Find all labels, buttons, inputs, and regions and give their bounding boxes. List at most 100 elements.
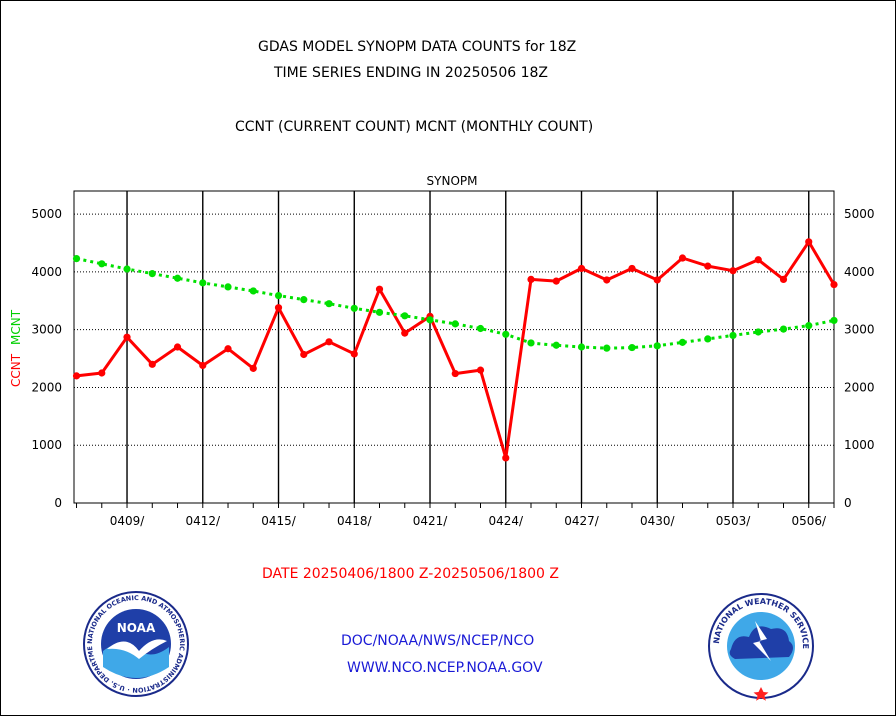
- ccnt-point: [729, 267, 737, 275]
- ccnt-point: [199, 361, 207, 370]
- chart-title-line1: GDAS MODEL SYNOPM DATA COUNTS for 18Z: [258, 39, 577, 55]
- mcnt-point: [350, 304, 358, 312]
- y-axis-label-mcnt: MCNT: [9, 309, 23, 345]
- doc-noaa-link[interactable]: DOC/NOAA/NWS/NCEP/NCO: [341, 633, 535, 649]
- ccnt-point: [350, 350, 358, 358]
- ccnt-point: [98, 369, 106, 377]
- mcnt-point: [552, 341, 560, 349]
- mcnt-point: [754, 328, 762, 336]
- mcnt-point: [426, 316, 434, 324]
- y-tick-label-right: 4000: [844, 265, 875, 279]
- mcnt-point: [173, 274, 182, 282]
- mcnt-point: [199, 279, 207, 287]
- ccnt-point: [552, 277, 560, 285]
- x-tick-label: 0409/: [110, 514, 146, 528]
- mcnt-point: [577, 343, 586, 351]
- mcnt-point: [325, 300, 333, 308]
- mcnt-point: [779, 325, 788, 333]
- mcnt-point: [502, 330, 510, 338]
- noaa-logo[interactable]: NATIONAL OCEANIC AND ATMOSPHERIC ADMINIS…: [81, 589, 191, 699]
- x-tick-label: 0415/: [261, 514, 297, 528]
- mcnt-point: [98, 260, 106, 268]
- ccnt-point: [830, 281, 838, 289]
- mcnt-point: [729, 331, 737, 340]
- y-axis-label-ccnt: CCNT: [9, 353, 23, 387]
- x-tick-label: 0418/: [337, 514, 373, 528]
- x-tick-label: 0506/: [791, 514, 827, 528]
- ccnt-point: [476, 366, 485, 374]
- mcnt-point: [830, 316, 838, 325]
- mcnt-point: [123, 265, 131, 273]
- x-tick-label: 0503/: [716, 514, 752, 528]
- mcnt-point: [476, 324, 485, 333]
- ccnt-point: [274, 304, 283, 312]
- y-tick-label-right: 5000: [844, 207, 875, 221]
- ccnt-point: [603, 276, 611, 284]
- mcnt-point: [148, 270, 156, 278]
- axis-layer: 0 0 1000 1000 2000 2000 3000 3000 4000 4000 5000 50…: [31, 207, 874, 528]
- chart-title-line2: TIME SERIES ENDING IN 20250506 18Z: [274, 65, 548, 81]
- y-tick-label-left: 1000: [31, 438, 62, 452]
- mcnt-point: [603, 344, 611, 352]
- ccnt-point: [451, 369, 459, 378]
- ccnt-point: [148, 360, 156, 368]
- ccnt-point: [72, 372, 81, 380]
- mcnt-point: [274, 291, 283, 300]
- ccnt-point: [754, 256, 762, 264]
- ccnt-point: [577, 264, 586, 273]
- series-layer: [72, 238, 838, 462]
- noaa-logo-text: NOAA: [117, 621, 156, 635]
- mcnt-point: [72, 255, 81, 263]
- mcnt-point: [451, 320, 459, 328]
- plot-border: [73, 190, 835, 504]
- y-tick-label-right: 0: [844, 496, 852, 510]
- mcnt-point: [224, 283, 232, 291]
- y-tick-label-left: 5000: [31, 207, 62, 221]
- y-tick-label-left: 3000: [31, 323, 62, 337]
- y-tick-label-left: 4000: [31, 265, 62, 279]
- mcnt-point: [653, 342, 661, 350]
- ccnt-point: [704, 262, 712, 270]
- ccnt-point: [300, 350, 308, 359]
- chart-title-line3: CCNT (CURRENT COUNT) MCNT (MONTHLY COUNT…: [235, 119, 594, 135]
- ccnt-point: [805, 238, 813, 246]
- nws-logo[interactable]: NATIONAL WEATHER SERVICE: [705, 591, 817, 701]
- ccnt-point: [173, 343, 182, 351]
- ccnt-point: [249, 364, 257, 372]
- mcnt-point: [628, 343, 636, 352]
- mcnt-point: [678, 338, 687, 346]
- x-tick-label: 0430/: [640, 514, 676, 528]
- ccnt-point: [401, 329, 409, 337]
- mcnt-point: [249, 287, 257, 295]
- ccnt-point: [527, 275, 535, 283]
- ccnt-line: [76, 240, 836, 460]
- ccnt-point: [224, 345, 232, 353]
- grid-layer: [74, 191, 834, 503]
- x-tick-label: 0424/: [488, 514, 524, 528]
- y-tick-label-right: 2000: [844, 380, 875, 394]
- panel-title: SYNOPM: [427, 174, 478, 188]
- ccnt-point: [653, 276, 661, 284]
- x-tick-label: 0427/: [564, 514, 600, 528]
- y-tick-label-left: 0: [54, 496, 62, 510]
- ccnt-point: [502, 454, 510, 462]
- mcnt-point: [300, 296, 308, 304]
- y-tick-label-right: 3000: [844, 323, 875, 337]
- ccnt-point: [325, 338, 333, 346]
- mcnt-point: [375, 308, 384, 316]
- date-range-label: DATE 20250406/1800 Z-20250506/1800 Z: [262, 566, 559, 582]
- mcnt-point: [805, 322, 813, 330]
- x-tick-label: 0412/: [185, 514, 221, 528]
- y-tick-label-right: 1000: [844, 438, 875, 452]
- mcnt-point: [704, 335, 712, 343]
- mcnt-point: [401, 312, 409, 320]
- nco-website-link[interactable]: WWW.NCO.NCEP.NOAA.GOV: [347, 660, 543, 676]
- time-series-chart: SYNOPM 0 0 1000 1000 2000 2000 3000 3000 4000 400…: [9, 174, 875, 528]
- ccnt-point: [628, 264, 636, 273]
- x-tick-label: 0421/: [413, 514, 449, 528]
- ccnt-point: [375, 285, 384, 293]
- mcnt-point: [527, 339, 535, 347]
- ccnt-point: [678, 254, 687, 262]
- ccnt-point: [779, 275, 788, 283]
